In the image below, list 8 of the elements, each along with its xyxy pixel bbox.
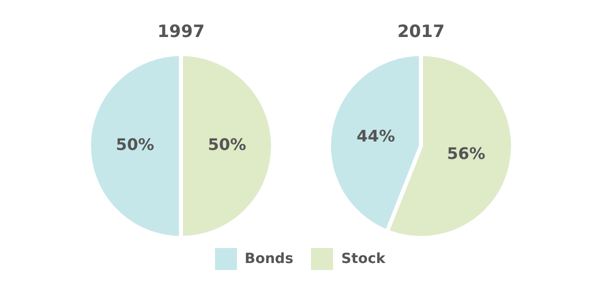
data-label: 56% bbox=[447, 144, 486, 163]
chart-title: 1997 bbox=[156, 22, 206, 44]
legend-label: Stock bbox=[341, 251, 386, 267]
data-label: 44% bbox=[356, 126, 395, 146]
chart-title: 2017 bbox=[396, 22, 446, 44]
data-label: 50% bbox=[116, 135, 154, 154]
data-label: 50% bbox=[208, 135, 246, 154]
legend-label: Bonds bbox=[244, 251, 294, 267]
